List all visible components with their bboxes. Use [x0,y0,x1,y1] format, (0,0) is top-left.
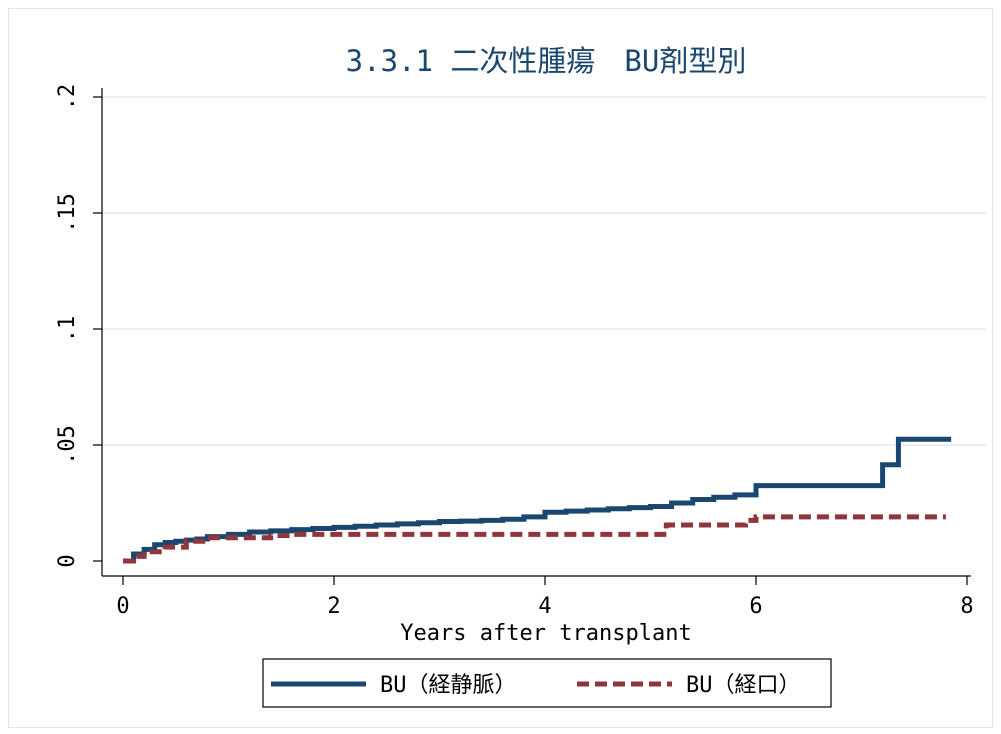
x-tick-label: 0 [116,594,129,619]
x-tick-label: 6 [749,594,762,619]
y-tick-label: .05 [55,425,80,465]
grid-lines [102,97,986,445]
legend-label-iv: BU（経静脈） [380,673,517,698]
x-tick-label: 2 [327,594,340,619]
y-tick-label: 0 [55,554,80,567]
series-lines [123,439,951,561]
x-tick-label: 8 [960,594,973,619]
x-tick-label: 4 [538,594,551,619]
y-tick-label: .2 [55,84,80,111]
x-axis-label: Years after transplant [400,621,691,646]
chart-title: 3.3.1 二次性腫瘍 BU剤型別 [346,44,747,78]
series-line-iv [123,439,951,561]
series-line-oral [123,517,946,561]
legend: BU（経静脈） BU（経口） [263,659,831,707]
y-tick-label: .15 [55,193,80,233]
legend-label-oral: BU（経口） [686,673,801,698]
y-tick-label: .1 [55,316,80,343]
